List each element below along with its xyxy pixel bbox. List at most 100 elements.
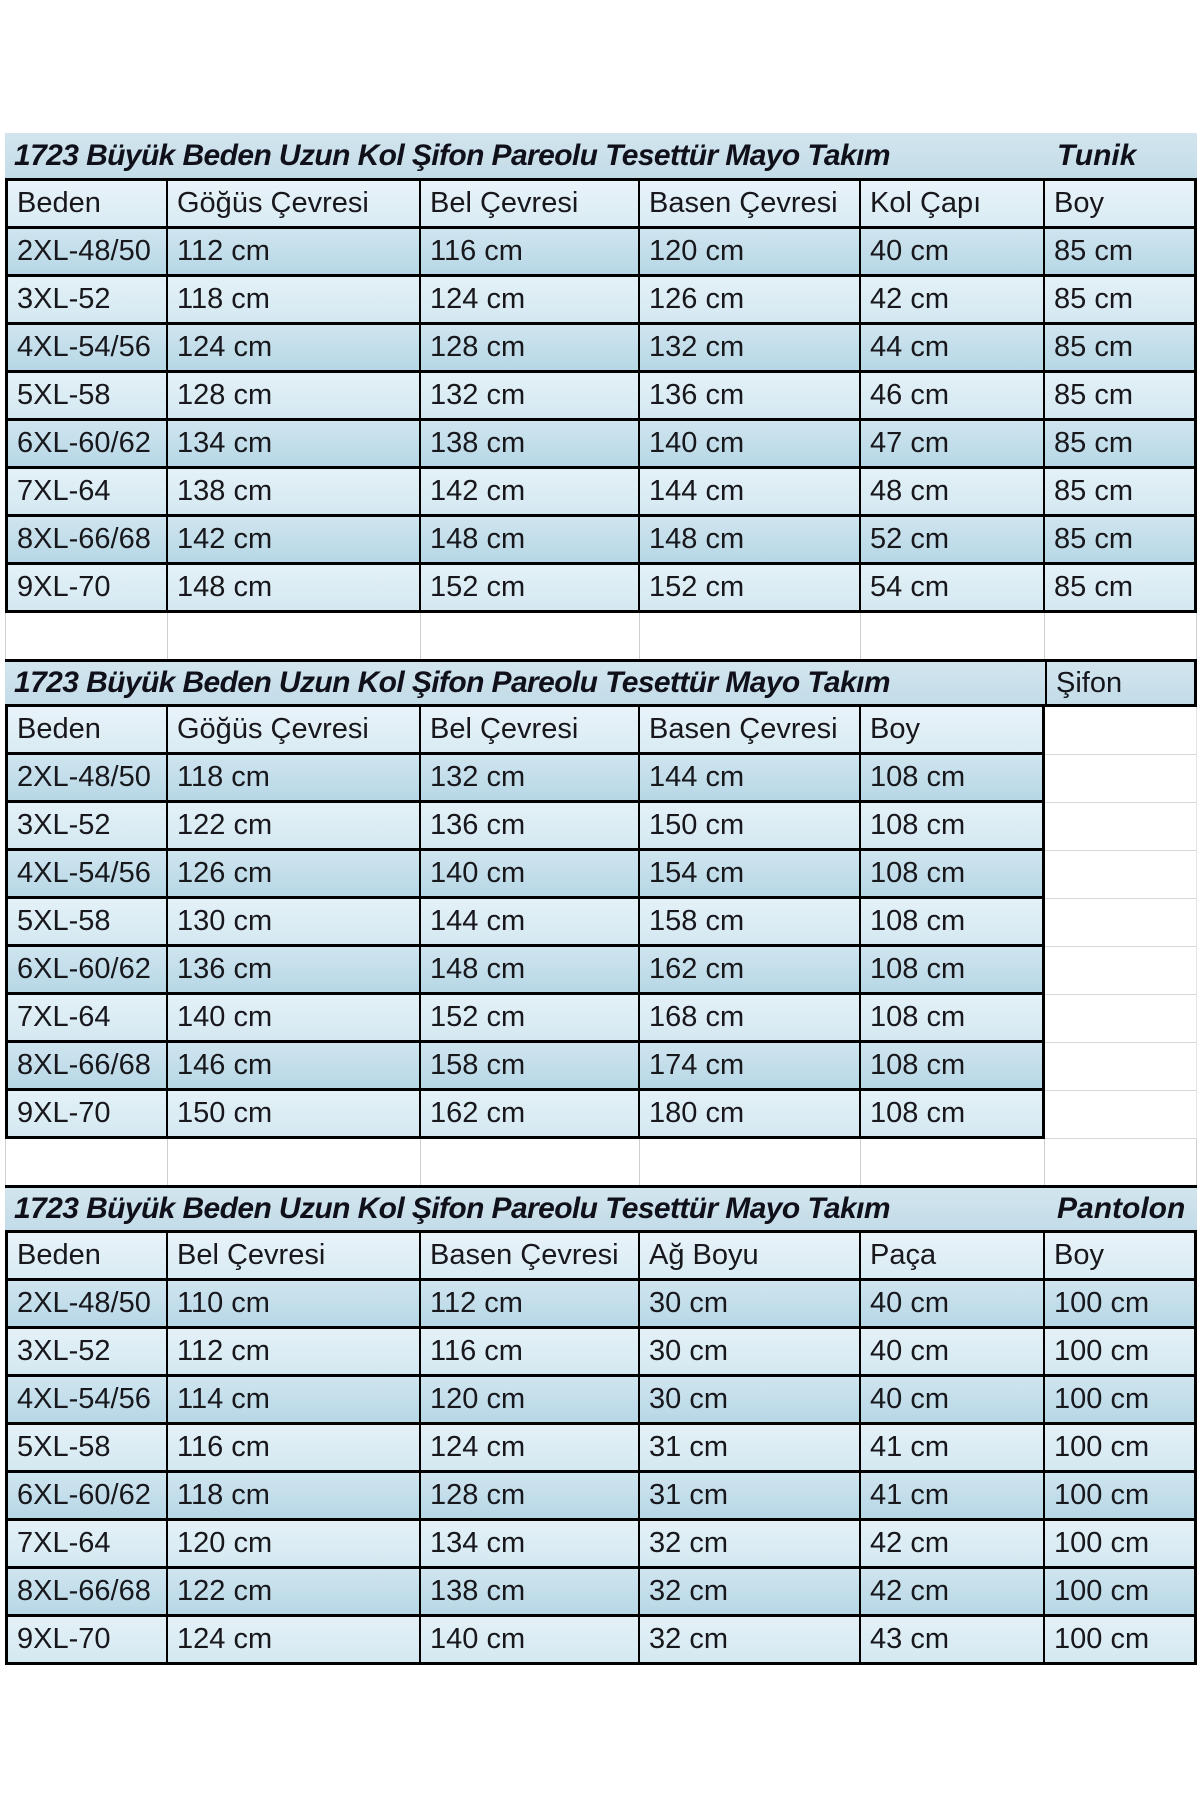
table-rows: Beden Göğüs Çevresi Bel Çevresi Basen Çevre… xyxy=(5,181,1197,613)
column-header-cell: Basen Çevresi xyxy=(421,1233,640,1281)
table-title-row: 1723 Büyük Beden Uzun Kol Şifon Pareolu … xyxy=(5,133,1197,181)
empty-cell xyxy=(168,1139,421,1185)
value-cell: 100 cm xyxy=(1045,1569,1197,1617)
size-table-sifon: 1723 Büyük Beden Uzun Kol Şifon Pareolu … xyxy=(5,659,1197,1139)
separator-row xyxy=(5,1139,1200,1185)
size-cell: 9XL-70 xyxy=(5,1617,168,1665)
value-cell: 158 cm xyxy=(421,1043,640,1091)
value-cell: 52 cm xyxy=(861,517,1045,565)
column-header-cell: Bel Çevresi xyxy=(421,707,640,755)
value-cell: 32 cm xyxy=(640,1521,861,1569)
value-cell: 150 cm xyxy=(640,803,861,851)
value-cell: 54 cm xyxy=(861,565,1045,613)
size-table-tunik: 1723 Büyük Beden Uzun Kol Şifon Pareolu … xyxy=(5,133,1197,613)
value-cell: 85 cm xyxy=(1045,517,1197,565)
value-cell: 116 cm xyxy=(421,1329,640,1377)
value-cell: 85 cm xyxy=(1045,325,1197,373)
value-cell: 46 cm xyxy=(861,373,1045,421)
value-cell: 47 cm xyxy=(861,421,1045,469)
value-cell: 42 cm xyxy=(861,1521,1045,1569)
value-cell: 120 cm xyxy=(421,1377,640,1425)
value-cell: 122 cm xyxy=(168,803,421,851)
value-cell: 30 cm xyxy=(640,1377,861,1425)
value-cell: 100 cm xyxy=(1045,1281,1197,1329)
size-cell: 4XL-54/56 xyxy=(5,325,168,373)
value-cell: 108 cm xyxy=(861,755,1045,803)
value-cell: 140 cm xyxy=(168,995,421,1043)
value-cell: 118 cm xyxy=(168,277,421,325)
value-cell: 128 cm xyxy=(421,325,640,373)
header-row: Beden Göğüs Çevresi Bel Çevresi Basen Çevre… xyxy=(5,181,1197,229)
value-cell: 85 cm xyxy=(1045,277,1197,325)
value-cell: 144 cm xyxy=(421,899,640,947)
value-cell: 140 cm xyxy=(640,421,861,469)
value-cell: 124 cm xyxy=(168,325,421,373)
value-cell: 136 cm xyxy=(168,947,421,995)
data-row: 7XL-64 138 cm 142 cm 144 cm 48 cm 85 cm xyxy=(5,469,1197,517)
value-cell: 140 cm xyxy=(421,851,640,899)
empty-cell xyxy=(1045,899,1197,947)
value-cell: 30 cm xyxy=(640,1329,861,1377)
value-cell: 108 cm xyxy=(861,803,1045,851)
value-cell: 48 cm xyxy=(861,469,1045,517)
table-title: 1723 Büyük Beden Uzun Kol Şifon Pareolu … xyxy=(14,138,891,172)
empty-cell xyxy=(861,613,1045,659)
size-cell: 2XL-48/50 xyxy=(5,1281,168,1329)
column-header-cell: Bel Çevresi xyxy=(168,1233,421,1281)
value-cell: 100 cm xyxy=(1045,1473,1197,1521)
value-cell: 158 cm xyxy=(640,899,861,947)
data-row: 5XL-58 130 cm 144 cm 158 cm 108 cm xyxy=(5,899,1197,947)
data-row: 8XL-66/68 142 cm 148 cm 148 cm 52 cm 85 cm xyxy=(5,517,1197,565)
header-row: Beden Bel Çevresi Basen Çevresi Ağ Boyu Paça… xyxy=(5,1233,1197,1281)
value-cell: 148 cm xyxy=(421,517,640,565)
empty-cell xyxy=(1045,755,1197,803)
column-header-cell: Göğüs Çevresi xyxy=(168,181,421,229)
value-cell: 134 cm xyxy=(168,421,421,469)
value-cell: 120 cm xyxy=(640,229,861,277)
empty-cell xyxy=(421,613,640,659)
data-row: 2XL-48/50 118 cm 132 cm 144 cm 108 cm xyxy=(5,755,1197,803)
value-cell: 124 cm xyxy=(421,1425,640,1473)
value-cell: 136 cm xyxy=(421,803,640,851)
data-row: 8XL-66/68 146 cm 158 cm 174 cm 108 cm xyxy=(5,1043,1197,1091)
value-cell: 120 cm xyxy=(168,1521,421,1569)
value-cell: 116 cm xyxy=(421,229,640,277)
value-cell: 85 cm xyxy=(1045,565,1197,613)
value-cell: 112 cm xyxy=(168,1329,421,1377)
data-row: 9XL-70 148 cm 152 cm 152 cm 54 cm 85 cm xyxy=(5,565,1197,613)
value-cell: 32 cm xyxy=(640,1569,861,1617)
value-cell: 138 cm xyxy=(421,1569,640,1617)
value-cell: 126 cm xyxy=(640,277,861,325)
value-cell: 40 cm xyxy=(861,1329,1045,1377)
data-row: 6XL-60/62 136 cm 148 cm 162 cm 108 cm xyxy=(5,947,1197,995)
size-table-pantolon: 1723 Büyük Beden Uzun Kol Şifon Pareolu … xyxy=(5,1185,1197,1665)
value-cell: 152 cm xyxy=(640,565,861,613)
value-cell: 136 cm xyxy=(640,373,861,421)
table-title: 1723 Büyük Beden Uzun Kol Şifon Pareolu … xyxy=(5,659,1045,707)
value-cell: 114 cm xyxy=(168,1377,421,1425)
value-cell: 142 cm xyxy=(168,517,421,565)
table-title-row: 1723 Büyük Beden Uzun Kol Şifon Pareolu … xyxy=(5,1185,1197,1233)
value-cell: 118 cm xyxy=(168,1473,421,1521)
empty-cell xyxy=(640,1139,861,1185)
data-row: 2XL-48/50 110 cm 112 cm 30 cm 40 cm 100 cm xyxy=(5,1281,1197,1329)
size-cell: 6XL-60/62 xyxy=(5,421,168,469)
value-cell: 180 cm xyxy=(640,1091,861,1139)
value-cell: 32 cm xyxy=(640,1617,861,1665)
size-cell: 3XL-52 xyxy=(5,277,168,325)
data-row: 3XL-52 118 cm 124 cm 126 cm 42 cm 85 cm xyxy=(5,277,1197,325)
value-cell: 31 cm xyxy=(640,1425,861,1473)
value-cell: 110 cm xyxy=(168,1281,421,1329)
value-cell: 128 cm xyxy=(421,1473,640,1521)
size-cell: 3XL-52 xyxy=(5,803,168,851)
value-cell: 132 cm xyxy=(421,373,640,421)
data-row: 7XL-64 120 cm 134 cm 32 cm 42 cm 100 cm xyxy=(5,1521,1197,1569)
column-header-cell: Boy xyxy=(861,707,1045,755)
value-cell: 31 cm xyxy=(640,1473,861,1521)
value-cell: 132 cm xyxy=(421,755,640,803)
empty-cell xyxy=(1045,995,1197,1043)
column-header-cell: Kol Çapı xyxy=(861,181,1045,229)
value-cell: 162 cm xyxy=(421,1091,640,1139)
empty-cell xyxy=(5,613,168,659)
size-cell: 9XL-70 xyxy=(5,565,168,613)
